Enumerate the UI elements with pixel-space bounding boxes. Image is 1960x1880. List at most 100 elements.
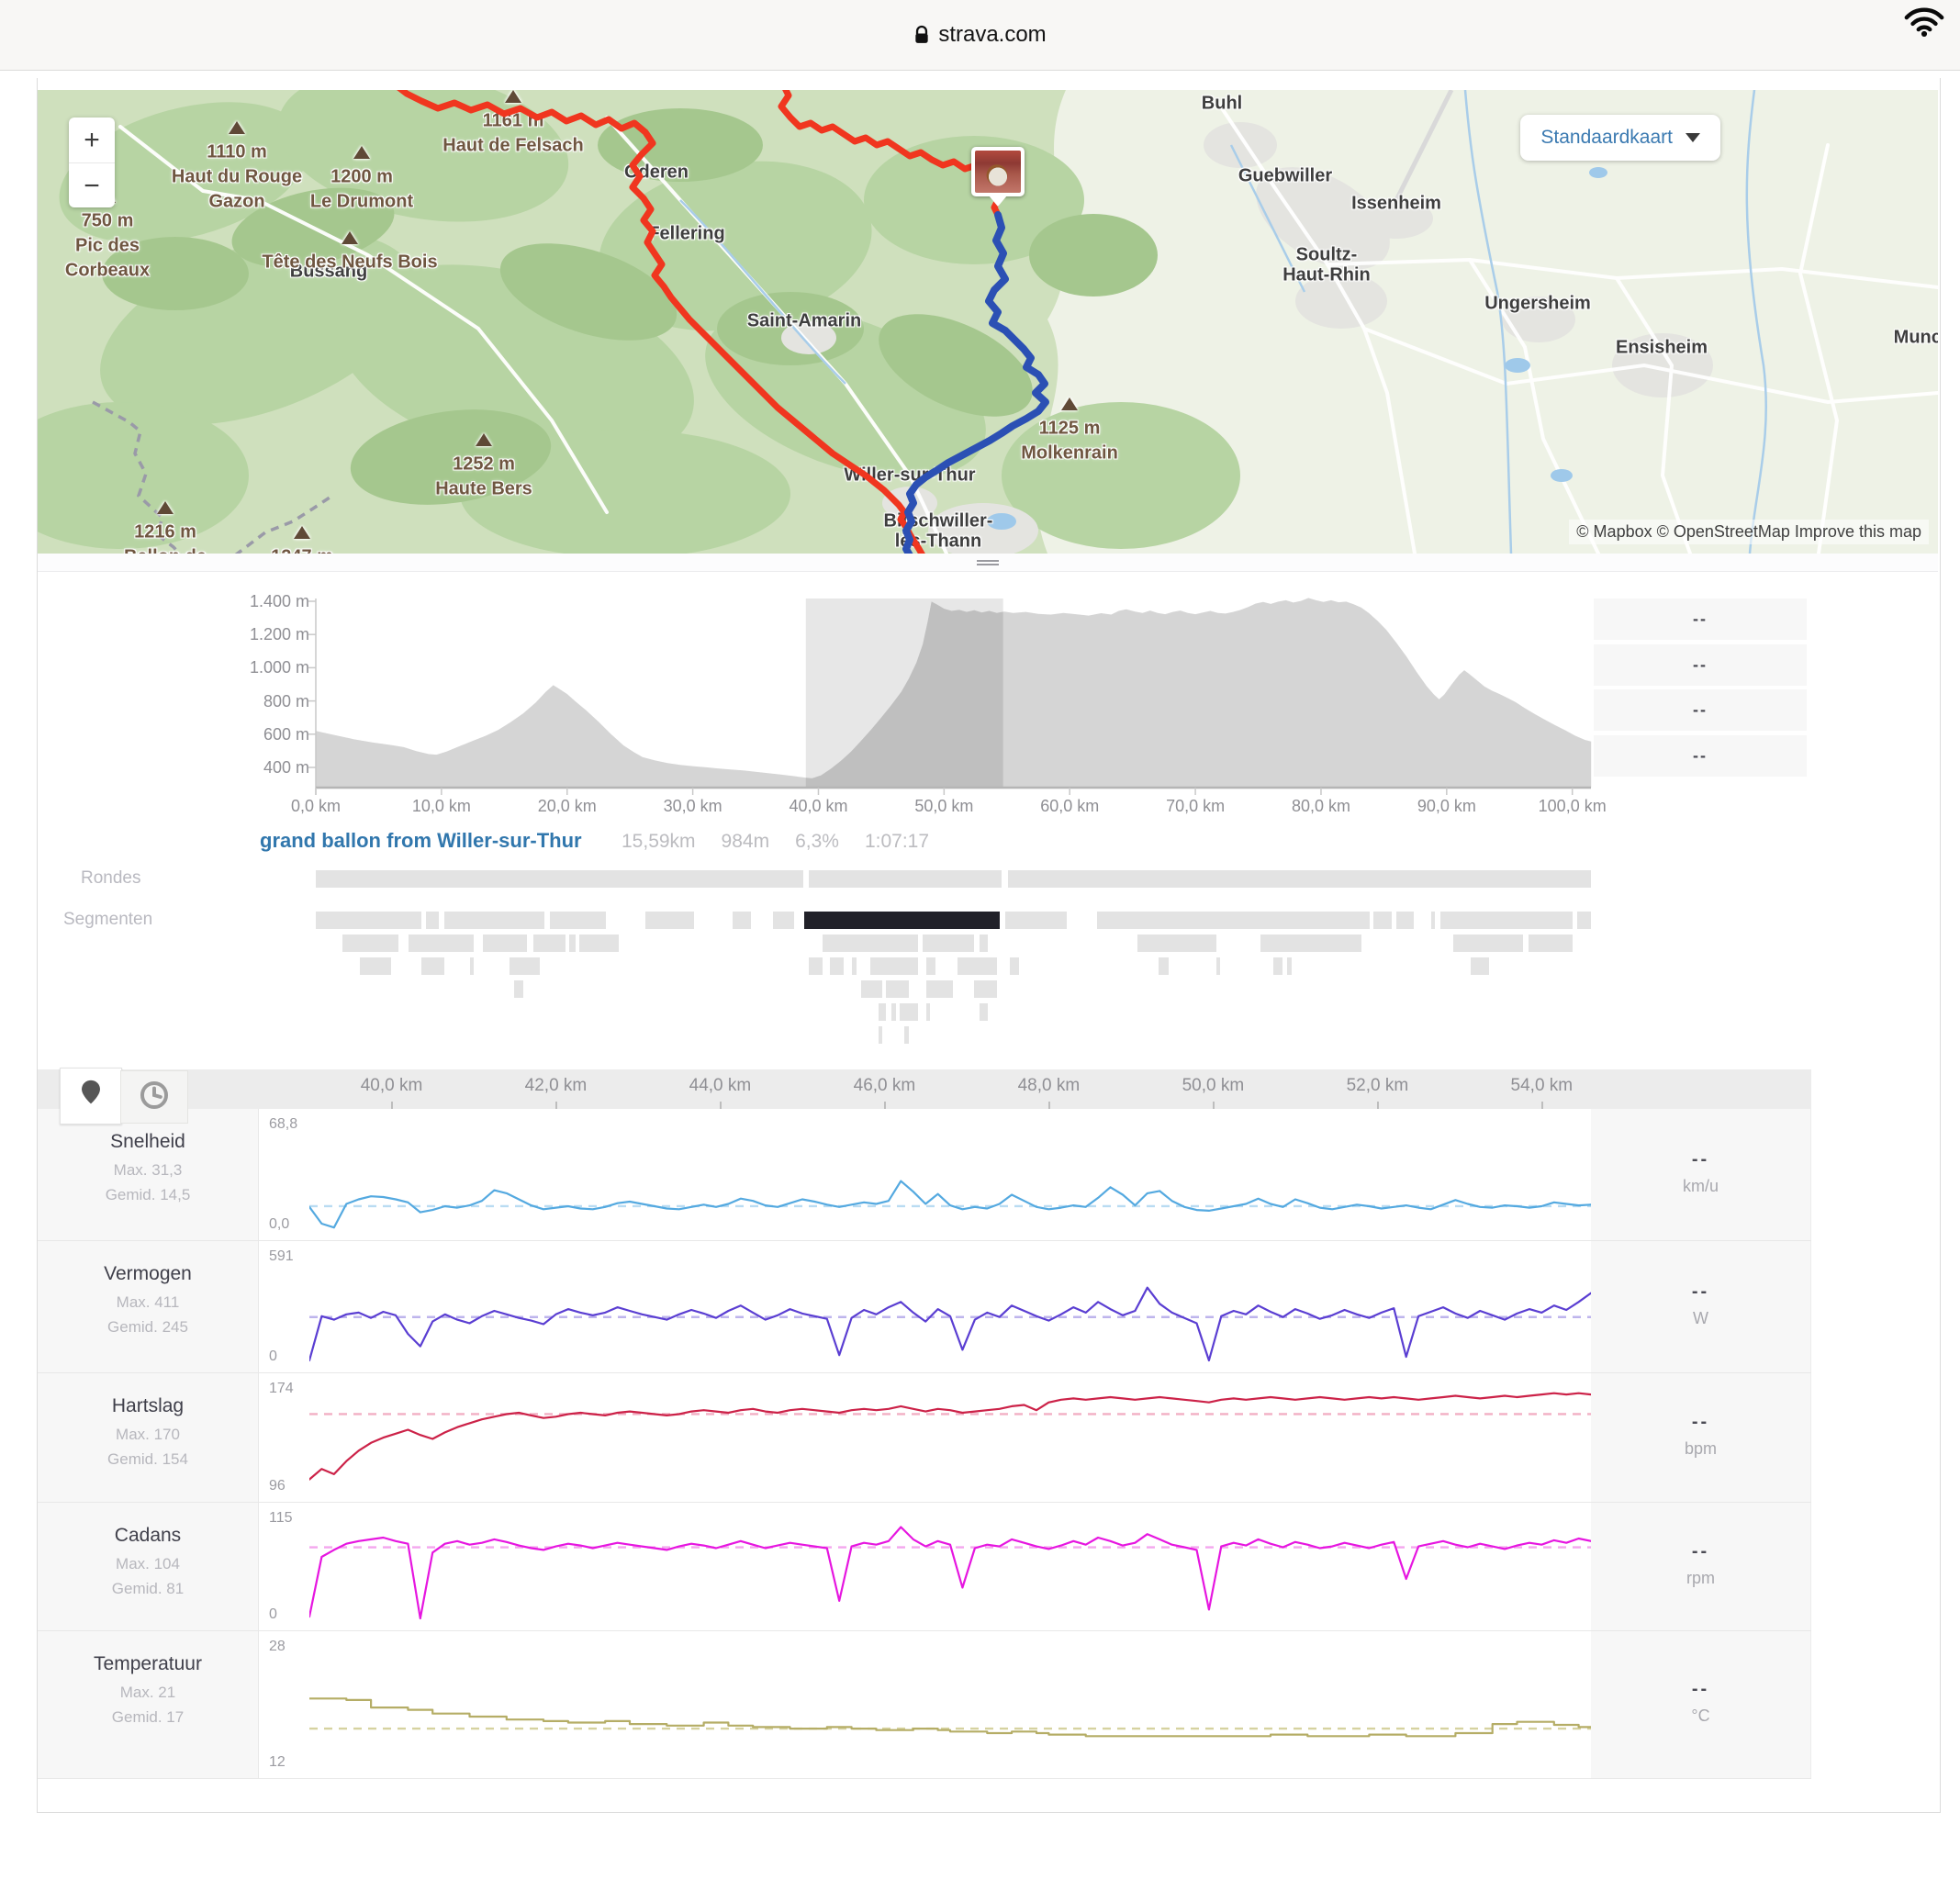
segment-bar[interactable]: [359, 957, 392, 975]
segment-bar[interactable]: [958, 957, 997, 975]
segment-bar[interactable]: [1577, 912, 1592, 929]
chart-label-block: Hartslag Max. 170 Gemid. 154: [38, 1373, 259, 1502]
segment-bar[interactable]: [733, 912, 751, 929]
elevation-x-tick-label: 20,0 km: [537, 797, 597, 815]
route-map[interactable]: Oderen Fellering Bussang Saint-Amarin Willer…: [38, 90, 1938, 554]
readout-value: --: [1594, 735, 1807, 777]
segment-bar[interactable]: [579, 934, 619, 952]
segment-bar[interactable]: [890, 1003, 897, 1021]
charts-x-tick-mark: [555, 1102, 558, 1109]
segment-bar[interactable]: [926, 980, 953, 998]
lap-bar[interactable]: [808, 870, 1002, 888]
segment-bar[interactable]: [420, 957, 444, 975]
segment-bar-selected[interactable]: [804, 912, 1000, 929]
segment-bar[interactable]: [514, 980, 523, 998]
segment-bar[interactable]: [829, 957, 844, 975]
segment-bar[interactable]: [1005, 912, 1068, 929]
segment-bar[interactable]: [822, 934, 918, 952]
segment-bar[interactable]: [1097, 912, 1371, 929]
chart-plot-heart[interactable]: [309, 1373, 1591, 1502]
address-bar[interactable]: strava.com: [0, 0, 1960, 70]
segment-bar[interactable]: [1431, 912, 1436, 929]
map-style-dropdown[interactable]: Standaardkaart: [1520, 115, 1720, 161]
zoom-in-button[interactable]: +: [69, 118, 115, 163]
segment-bar[interactable]: [426, 912, 440, 929]
segment-bar[interactable]: [483, 934, 527, 952]
segment-bar[interactable]: [1260, 934, 1361, 952]
segment-bar[interactable]: [409, 934, 475, 952]
segment-bar[interactable]: [900, 1003, 918, 1021]
selected-segment-link[interactable]: grand ballon from Willer-sur-Thur: [260, 829, 582, 852]
segment-bar[interactable]: [509, 957, 540, 975]
segment-bar[interactable]: [926, 1003, 931, 1021]
map-peak-label: 1110 m: [207, 141, 267, 162]
segment-bar[interactable]: [1396, 912, 1415, 929]
chart-plot-speed[interactable]: [309, 1109, 1591, 1240]
segment-bar[interactable]: [879, 1026, 883, 1044]
segment-bar[interactable]: [979, 934, 989, 952]
segment-bar[interactable]: [861, 980, 883, 998]
lap-bar[interactable]: [316, 870, 804, 888]
map-resize-divider[interactable]: [38, 554, 1938, 572]
segment-bar[interactable]: [532, 934, 566, 952]
segment-bar[interactable]: [852, 957, 857, 975]
segment-bar[interactable]: [886, 980, 909, 998]
segment-bar[interactable]: [979, 1003, 989, 1021]
segment-bar[interactable]: [1470, 957, 1490, 975]
elevation-y-tick-label: 600 m: [263, 724, 309, 744]
segment-bar[interactable]: [316, 912, 421, 929]
segment-bar[interactable]: [926, 957, 935, 975]
chart-plot-temp[interactable]: [309, 1631, 1591, 1778]
segment-bar[interactable]: [1216, 957, 1221, 975]
segment-bar[interactable]: [808, 957, 823, 975]
chart-title: Temperatuur: [94, 1653, 202, 1674]
segment-bar[interactable]: [1272, 957, 1282, 975]
segment-bar[interactable]: [644, 912, 694, 929]
chart-plot-cadence[interactable]: [309, 1503, 1591, 1630]
segment-bar[interactable]: [923, 934, 975, 952]
segment-bar[interactable]: [470, 957, 475, 975]
photo-marker[interactable]: [971, 147, 1025, 196]
segment-bar[interactable]: [1528, 934, 1573, 952]
time-axis-toggle[interactable]: [120, 1070, 188, 1124]
map-peak-label: 1125 m: [1038, 418, 1101, 439]
live-value: --: [1691, 1148, 1710, 1169]
peak-icon: [353, 146, 370, 159]
elevation-profile-chart[interactable]: [38, 571, 1938, 831]
chart-row-cadence: Cadans Max. 104 Gemid. 81 115 0 -- rpm: [38, 1503, 1811, 1631]
segment-bar[interactable]: [903, 1026, 910, 1044]
segment-bar[interactable]: [342, 934, 399, 952]
map-attribution[interactable]: © Mapbox © OpenStreetMap Improve this ma…: [1569, 520, 1929, 544]
segment-bar[interactable]: [1452, 934, 1524, 952]
segment-bar[interactable]: [879, 1003, 887, 1021]
zoom-out-button[interactable]: −: [84, 170, 100, 201]
segment-bar[interactable]: [549, 912, 607, 929]
charts-x-tick-label: 44,0 km: [689, 1076, 752, 1095]
lap-bar[interactable]: [1008, 870, 1592, 888]
segment-bar[interactable]: [869, 957, 918, 975]
segment-bar[interactable]: [443, 912, 545, 929]
chart-title: Hartslag: [111, 1395, 185, 1416]
segment-bar[interactable]: [974, 980, 997, 998]
chart-line-cadence: [309, 1526, 1591, 1620]
y-min-label: 0,0: [269, 1216, 290, 1232]
charts-x-tick-label: 42,0 km: [524, 1076, 588, 1095]
elevation-y-tick-label: 400 m: [263, 758, 309, 777]
segment-bar[interactable]: [1137, 934, 1217, 952]
segment-bar[interactable]: [1373, 912, 1392, 929]
segment-bar[interactable]: [1287, 957, 1293, 975]
segment-bar[interactable]: [773, 912, 795, 929]
chart-line-power: [309, 1286, 1591, 1362]
browser-bar: strava.com: [0, 0, 1960, 71]
segment-bar[interactable]: [1439, 912, 1573, 929]
distance-axis-toggle[interactable]: [60, 1068, 122, 1125]
charts-x-tick-label: 40,0 km: [360, 1076, 423, 1095]
chart-label-block: Temperatuur Max. 21 Gemid. 17: [38, 1631, 259, 1778]
segment-bar[interactable]: [569, 934, 577, 952]
segment-bar[interactable]: [1159, 957, 1170, 975]
chart-plot-power[interactable]: [309, 1241, 1591, 1372]
chart-value-cell: -- km/u: [1591, 1109, 1811, 1240]
segment-bar[interactable]: [1009, 957, 1020, 975]
chart-value-cell: -- °C: [1591, 1631, 1811, 1778]
